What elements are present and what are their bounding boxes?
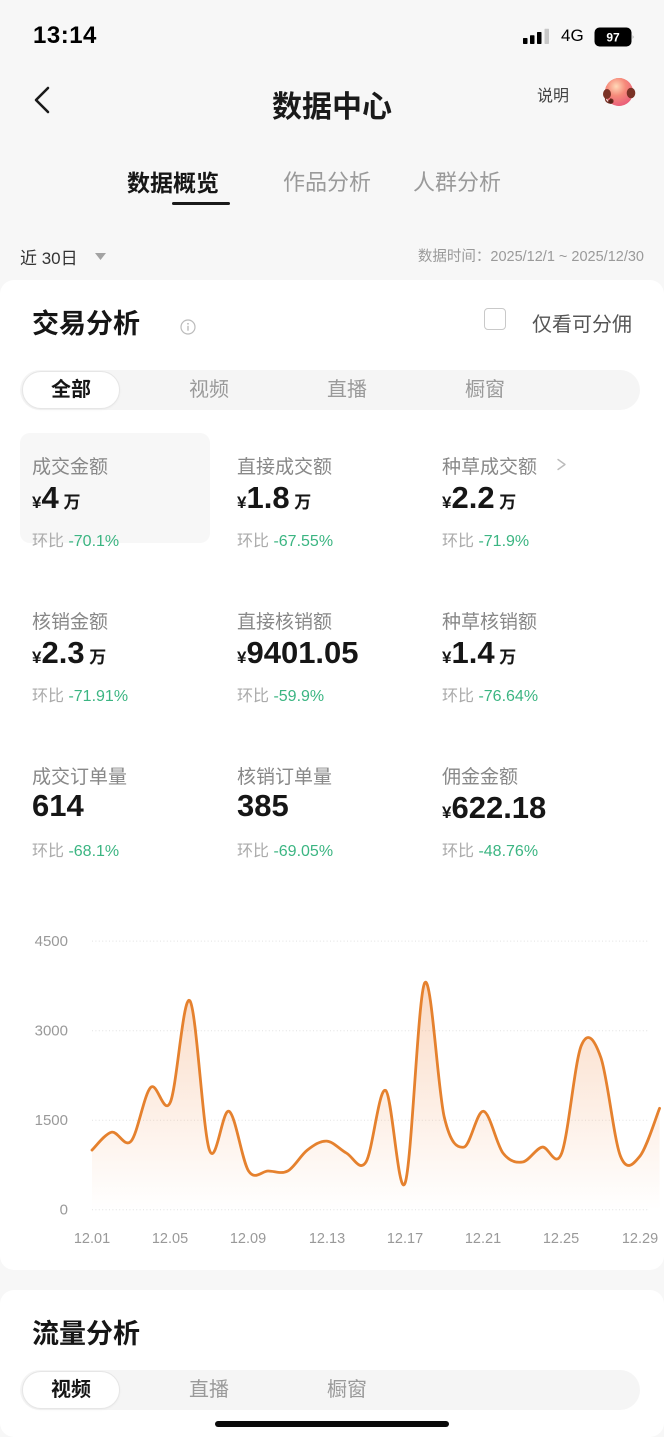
- svg-text:4500: 4500: [35, 933, 68, 950]
- svg-text:12.21: 12.21: [465, 1231, 501, 1247]
- svg-text:1500: 1500: [35, 1112, 68, 1129]
- svg-text:12.13: 12.13: [309, 1231, 345, 1247]
- svg-text:12.01: 12.01: [74, 1231, 110, 1247]
- svg-text:12.09: 12.09: [230, 1231, 266, 1247]
- svg-text:12.17: 12.17: [387, 1231, 423, 1247]
- svg-text:97: 97: [606, 31, 620, 45]
- svg-text:12.29: 12.29: [622, 1231, 658, 1247]
- svg-text:0: 0: [60, 1202, 68, 1219]
- svg-text:12.25: 12.25: [543, 1231, 579, 1247]
- svg-text:12.05: 12.05: [152, 1231, 188, 1247]
- svg-text:3000: 3000: [35, 1023, 68, 1040]
